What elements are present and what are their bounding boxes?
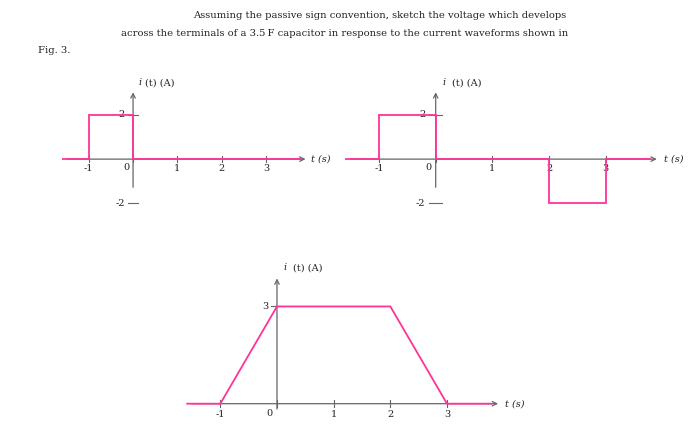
Text: 2: 2 bbox=[420, 110, 426, 119]
Text: (t) (A): (t) (A) bbox=[451, 78, 481, 88]
Text: 3: 3 bbox=[444, 410, 450, 419]
Text: -2: -2 bbox=[416, 199, 426, 208]
Text: i: i bbox=[284, 263, 287, 272]
Text: -1: -1 bbox=[215, 410, 225, 419]
Text: 0: 0 bbox=[124, 163, 130, 172]
Text: 2: 2 bbox=[546, 164, 552, 173]
Text: -1: -1 bbox=[374, 164, 384, 173]
Text: 3: 3 bbox=[263, 164, 269, 173]
Text: i: i bbox=[442, 78, 446, 88]
Text: -1: -1 bbox=[84, 164, 93, 173]
Text: (t) (A): (t) (A) bbox=[146, 78, 175, 88]
Text: 3: 3 bbox=[262, 302, 268, 311]
Text: 0: 0 bbox=[425, 163, 431, 172]
Text: 3: 3 bbox=[602, 164, 609, 173]
Text: t (s): t (s) bbox=[505, 399, 524, 408]
Text: Assuming the passive sign convention, sketch the voltage which develops: Assuming the passive sign convention, sk… bbox=[193, 11, 566, 20]
Text: 2: 2 bbox=[219, 164, 225, 173]
Text: 1: 1 bbox=[331, 410, 337, 419]
Text: t (s): t (s) bbox=[664, 155, 683, 164]
Text: 1: 1 bbox=[175, 164, 181, 173]
Text: 2: 2 bbox=[119, 110, 125, 119]
Text: i: i bbox=[139, 78, 141, 88]
Text: -2: -2 bbox=[116, 199, 125, 208]
Text: 0: 0 bbox=[266, 408, 273, 418]
Text: across the terminals of a 3.5 F capacitor in response to the current waveforms s: across the terminals of a 3.5 F capacito… bbox=[121, 29, 569, 38]
Text: (t) (A): (t) (A) bbox=[293, 263, 322, 272]
Text: 1: 1 bbox=[489, 164, 495, 173]
Text: Fig. 3.: Fig. 3. bbox=[38, 46, 70, 55]
Text: 2: 2 bbox=[387, 410, 393, 419]
Text: t (s): t (s) bbox=[311, 155, 331, 164]
